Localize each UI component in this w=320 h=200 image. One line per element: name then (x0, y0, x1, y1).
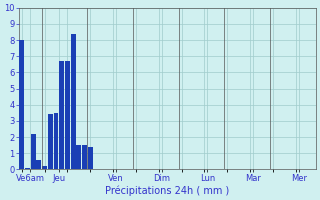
Bar (82, 145, 87, 169)
Bar (88, 147, 93, 169)
Bar (71, 34, 76, 169)
Bar (25, 168, 30, 169)
Bar (65, 61, 70, 169)
Bar (36, 160, 41, 169)
Bar (48, 114, 53, 169)
Bar (19, 40, 24, 169)
Bar (59, 61, 64, 169)
Bar (53, 113, 58, 169)
Bar (42, 166, 47, 169)
Bar (31, 134, 36, 169)
X-axis label: Précipitations 24h ( mm ): Précipitations 24h ( mm ) (105, 185, 229, 196)
Bar (76, 145, 81, 169)
